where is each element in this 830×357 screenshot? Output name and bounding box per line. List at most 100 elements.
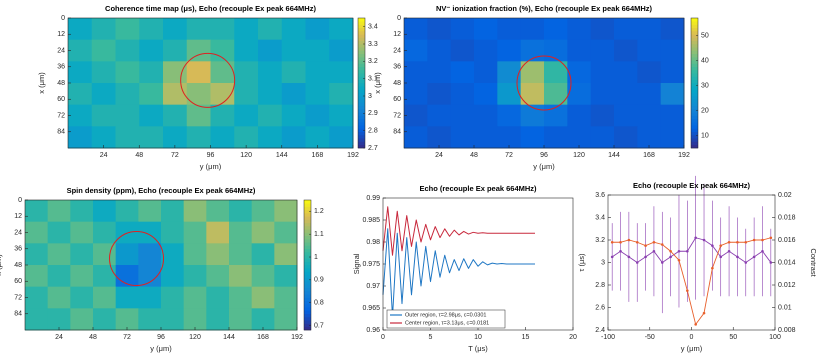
- heatmap-cell: [637, 126, 662, 149]
- heatmap-cell: [329, 61, 354, 84]
- heatmap-cell: [229, 308, 253, 331]
- colorbar-swatch: [358, 34, 365, 38]
- y-tick-label: 60: [393, 96, 401, 103]
- series-line: [382, 206, 535, 256]
- point: [669, 249, 672, 253]
- colorbar-swatch: [304, 326, 311, 331]
- heatmap-cell: [206, 265, 230, 288]
- heatmap-cell: [497, 83, 522, 106]
- y-tick-label: 3: [601, 259, 605, 266]
- heatmap-cell: [47, 286, 71, 309]
- y-axis-label: Signal: [352, 253, 361, 274]
- heatmap-cell: [138, 200, 162, 223]
- point: [644, 244, 647, 247]
- heatmap-cell: [450, 83, 475, 106]
- heatmap-cell: [274, 221, 298, 244]
- heatmap-cell: [567, 126, 592, 149]
- x-tick-label: 120: [573, 152, 585, 159]
- heatmap-cell: [497, 39, 522, 62]
- colorbar-swatch: [304, 294, 311, 298]
- heatmap-cell: [138, 221, 162, 244]
- heatmap-cell: [139, 104, 164, 127]
- heatmap-cell: [660, 83, 685, 106]
- colorbar-swatch: [358, 66, 365, 71]
- heatmap-cell: [251, 221, 275, 244]
- y-tick-label: 0.01: [778, 304, 792, 311]
- colorbar-swatch: [304, 245, 311, 250]
- colorbar-swatch: [304, 229, 311, 233]
- point: [677, 258, 681, 262]
- heatmap-cell: [614, 83, 638, 106]
- heatmap-cell: [47, 200, 71, 223]
- colorbar-swatch: [358, 122, 365, 126]
- point: [719, 255, 723, 259]
- heatmap-cell: [234, 83, 259, 106]
- x-axis-label: y (μm): [681, 344, 703, 353]
- heatmap-cell: [404, 83, 428, 106]
- series-line: [612, 237, 771, 326]
- heatmap-cell: [91, 104, 116, 127]
- heatmap-cell: [183, 265, 207, 288]
- heatmap-cell: [281, 61, 306, 84]
- colorbar-swatch: [691, 141, 698, 146]
- heatmap-cell: [274, 265, 298, 288]
- region-circle: [516, 55, 572, 111]
- colorbar-swatch: [304, 287, 311, 292]
- point: [711, 266, 714, 270]
- colorbar-swatch: [304, 203, 311, 207]
- heatmap-cell: [258, 39, 283, 62]
- heatmap-cell: [25, 286, 49, 309]
- heatmap-cell: [229, 265, 253, 288]
- heatmap-cell: [637, 39, 662, 62]
- heatmap-cell: [637, 83, 662, 106]
- heatmap-cell: [47, 221, 71, 244]
- y-tick-label: 12: [393, 31, 401, 38]
- axes-frame: [382, 197, 574, 331]
- heatmap-cell: [251, 200, 275, 223]
- heatmap-cell: [206, 286, 230, 309]
- y-tick-label: 60: [14, 278, 22, 285]
- colorbar-swatch: [304, 297, 311, 302]
- heatmap-cell: [614, 18, 638, 41]
- point: [761, 249, 764, 253]
- colorbar-swatch: [691, 122, 698, 126]
- heatmap-cell: [544, 61, 568, 84]
- y-tick-label: 2.8: [595, 282, 605, 289]
- y-tick-label: 12: [57, 31, 65, 38]
- colorbar-swatch: [691, 73, 698, 77]
- heatmap-cell: [163, 83, 188, 106]
- colorbar-swatch: [304, 300, 311, 305]
- heatmap-cell: [404, 61, 428, 84]
- x-axis-label: y (μm): [150, 344, 172, 353]
- heatmap-cell: [450, 18, 475, 41]
- point: [694, 236, 697, 240]
- colorbar-tick-label: 50: [701, 32, 709, 39]
- heatmap-cell: [305, 61, 330, 84]
- x-tick-label: 0: [690, 334, 694, 341]
- colorbar-swatch: [358, 144, 365, 149]
- colorbar-swatch: [691, 79, 698, 84]
- series-line: [611, 237, 772, 264]
- x-tick-label: 100: [769, 334, 781, 341]
- colorbar-swatch: [358, 37, 365, 42]
- colorbar-frame: [303, 199, 312, 331]
- heatmap-cell: [115, 265, 139, 288]
- heatmap-cell: [544, 83, 568, 106]
- point: [635, 261, 639, 264]
- colorbar-swatch: [691, 86, 698, 90]
- chart-title: Coherence time map (μs), Echo (recouple …: [105, 4, 316, 13]
- point: [619, 249, 622, 253]
- heatmap-cell: [186, 126, 211, 149]
- heatmap-cell: [258, 104, 283, 127]
- heatmap-cell: [497, 18, 522, 41]
- chart-title: NV⁻ ionization fraction (%), Echo (recou…: [436, 4, 653, 13]
- x-tick-label: 120: [189, 334, 201, 341]
- colorbar-swatch: [358, 79, 365, 84]
- heatmap-cell: [258, 83, 283, 106]
- colorbar-swatch: [691, 24, 698, 29]
- y-tick-label: 84: [57, 129, 65, 136]
- colorbar-swatch: [304, 258, 311, 263]
- colorbar-swatch: [304, 248, 311, 253]
- colorbar-tick-label: 0.7: [314, 322, 324, 329]
